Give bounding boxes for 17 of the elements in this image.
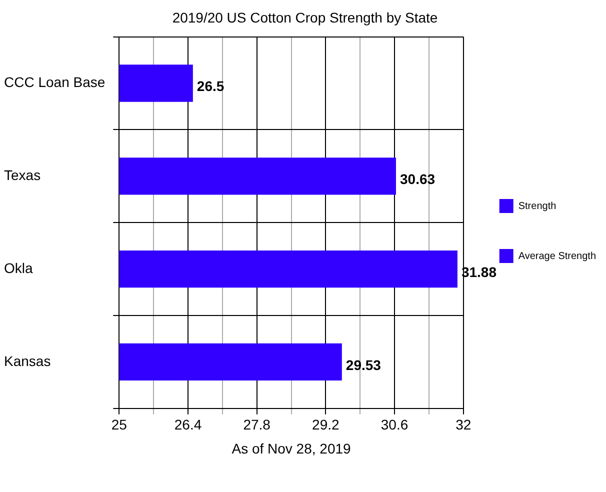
x-tick-label: 29.2 [312, 416, 340, 433]
x-tick-label: 25 [111, 416, 128, 433]
data-label: 30.63 [400, 171, 436, 188]
chart-title: 2019/20 US Cotton Crop Strength by State [172, 9, 438, 26]
data-label: 29.53 [346, 356, 382, 373]
y-tick-label: Kansas [4, 352, 51, 369]
data-label: 26.5 [196, 78, 224, 94]
x-tick-label: 30.6 [380, 416, 408, 433]
y-tick-label: Okla [4, 260, 33, 276]
y-tick-label: Texas [4, 167, 41, 184]
x-axis-title: As of Nov 28, 2019 [232, 440, 352, 456]
y-tick-label: CCC Loan Base [4, 74, 106, 90]
x-tick-label: 27.8 [243, 416, 271, 433]
legend-label: Average Strength [518, 250, 596, 262]
legend-label: Strength [518, 200, 556, 212]
x-tick-label: 26.4 [174, 416, 202, 433]
x-tick-label: 32 [456, 416, 472, 433]
